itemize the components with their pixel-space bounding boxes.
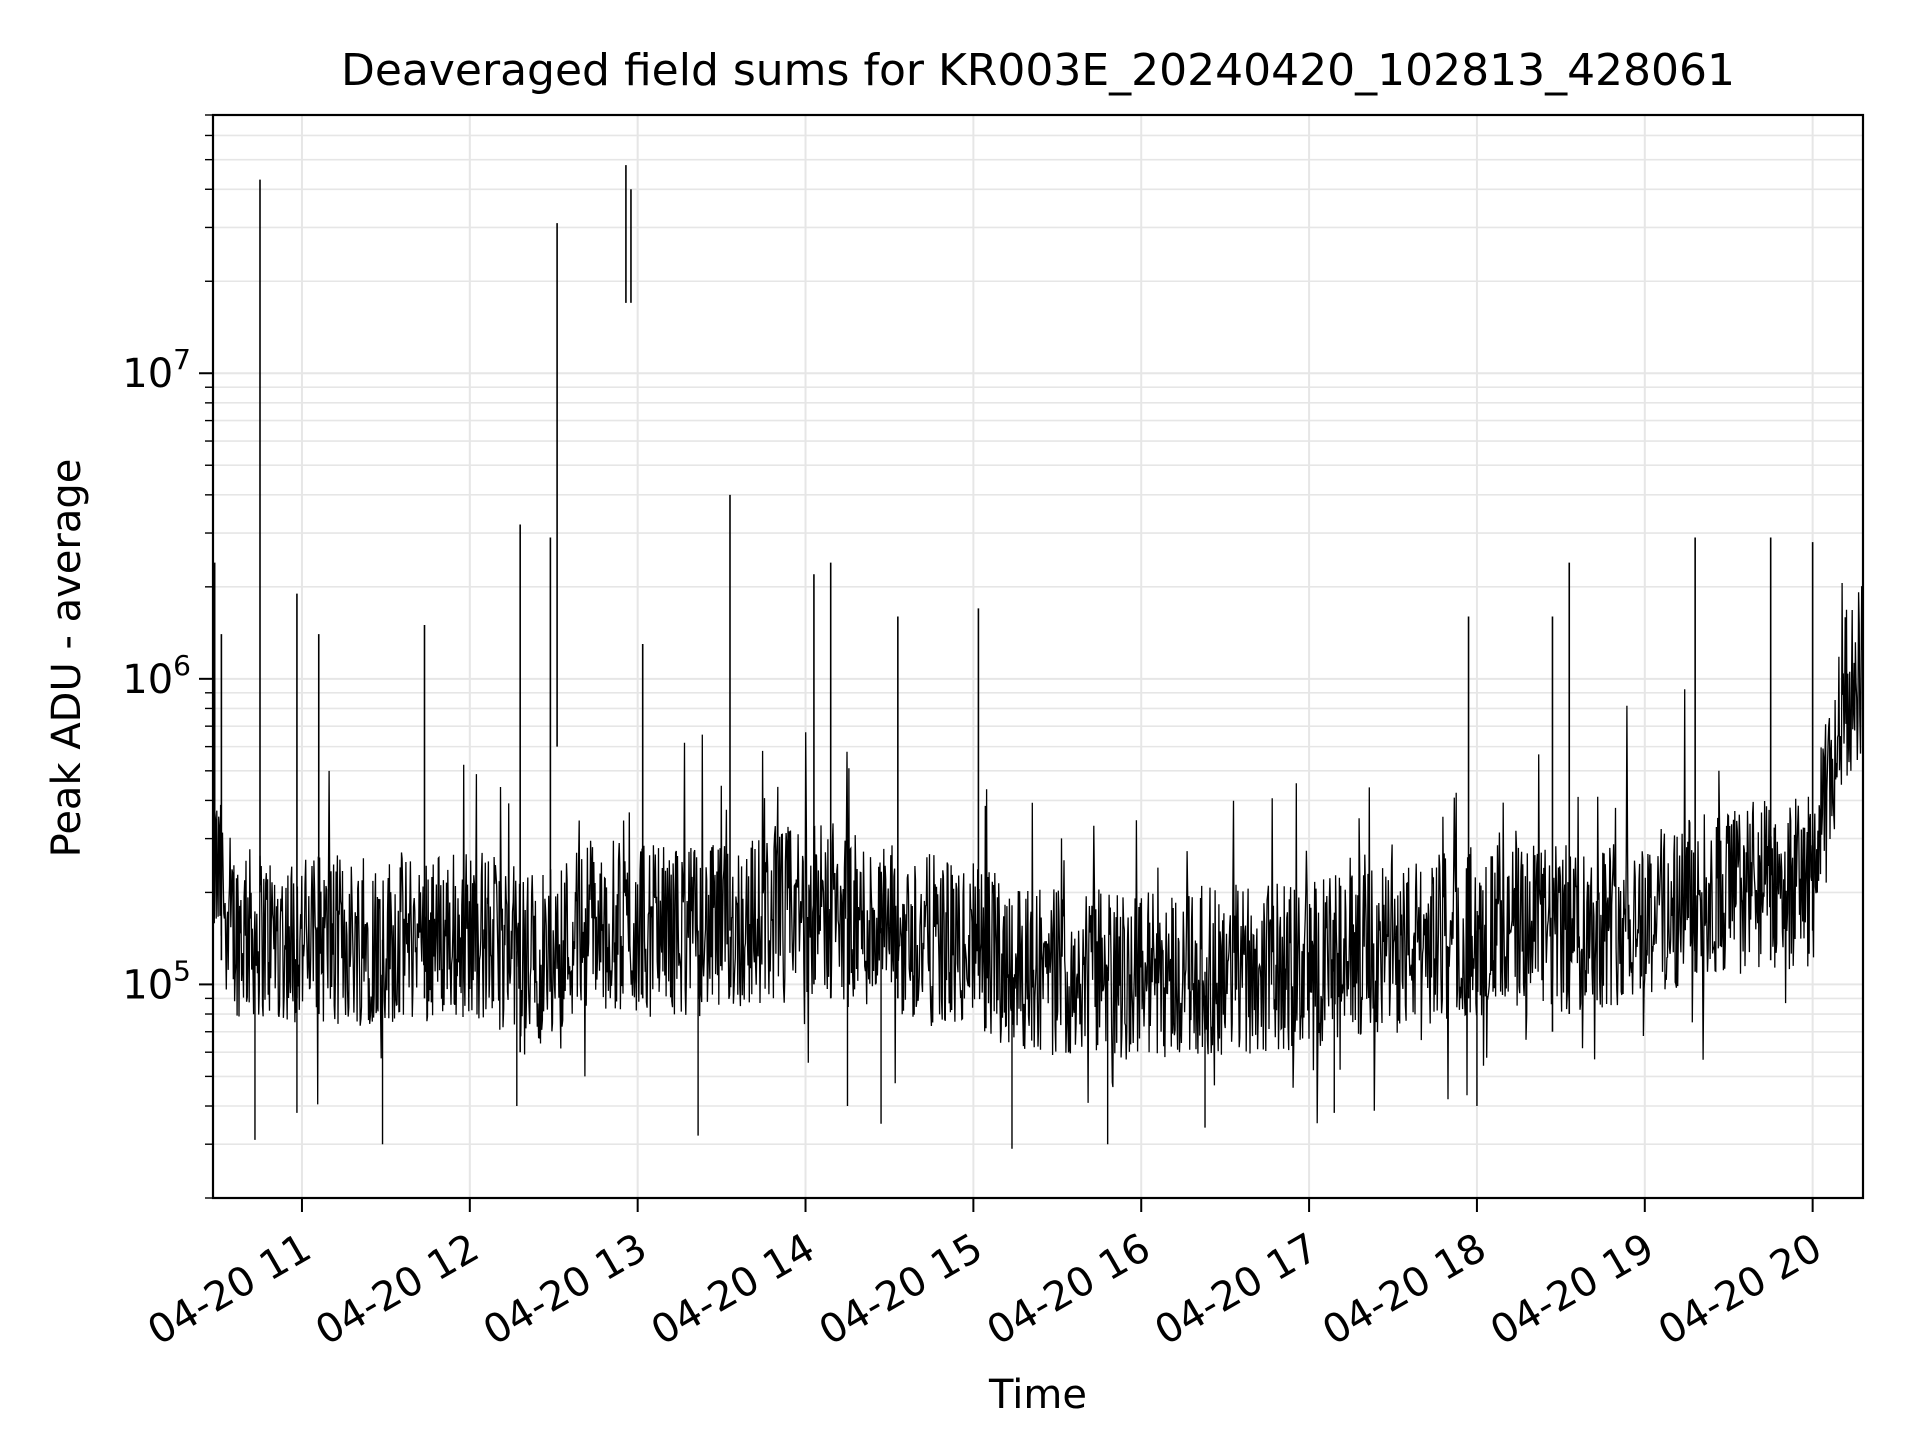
y-tick-label: 106 (122, 649, 191, 703)
y-tick-label: 107 (122, 343, 191, 397)
series (212, 165, 1864, 1149)
x-axis-label: Time (988, 1372, 1087, 1418)
y-tick-label: 105 (122, 954, 191, 1008)
series-line (212, 582, 1864, 1124)
grid (213, 114, 1863, 1199)
chart-title: Deaveraged field sums for KR003E_2024042… (341, 45, 1735, 96)
y-axis-label: Peak ADU - average (44, 459, 90, 858)
plot-frame (211, 113, 1865, 1200)
